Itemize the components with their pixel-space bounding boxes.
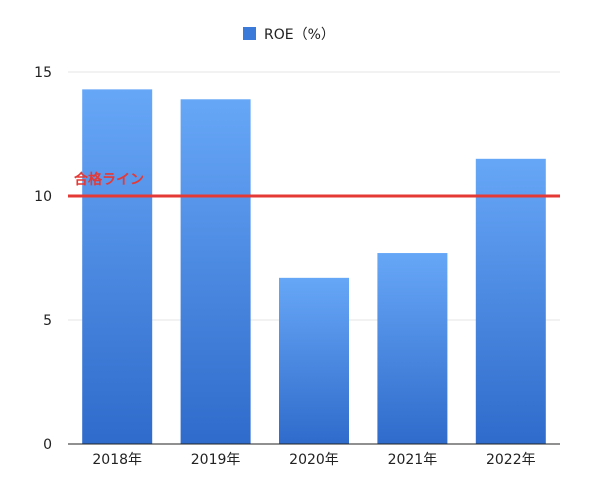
x-tick-label: 2021年 — [388, 452, 438, 468]
y-tick-label: 0 — [43, 437, 52, 453]
legend-swatch — [243, 27, 256, 40]
x-tick-label: 2018年 — [92, 452, 142, 468]
y-tick-label: 15 — [34, 65, 52, 81]
pass-line-label: 合格ライン — [74, 171, 144, 188]
x-tick-label: 2022年 — [486, 452, 536, 468]
bar — [475, 158, 546, 445]
bar — [82, 89, 153, 445]
x-tick-labels: 2018年 2019年 2020年 2021年 2022年 — [92, 452, 535, 468]
reference-line-group: 合格ライン — [68, 171, 560, 198]
x-tick-label: 2019年 — [191, 452, 241, 468]
y-tick-labels: 0 5 10 15 — [34, 65, 52, 453]
x-tick-label: 2020年 — [289, 452, 339, 468]
bar — [377, 253, 448, 444]
legend-label: ROE（%） — [264, 27, 335, 43]
bar — [180, 99, 251, 444]
y-tick-label: 10 — [34, 189, 52, 205]
bar — [279, 277, 349, 444]
bars — [82, 89, 546, 445]
legend: ROE（%） — [243, 27, 335, 43]
y-tick-label: 5 — [43, 313, 52, 329]
